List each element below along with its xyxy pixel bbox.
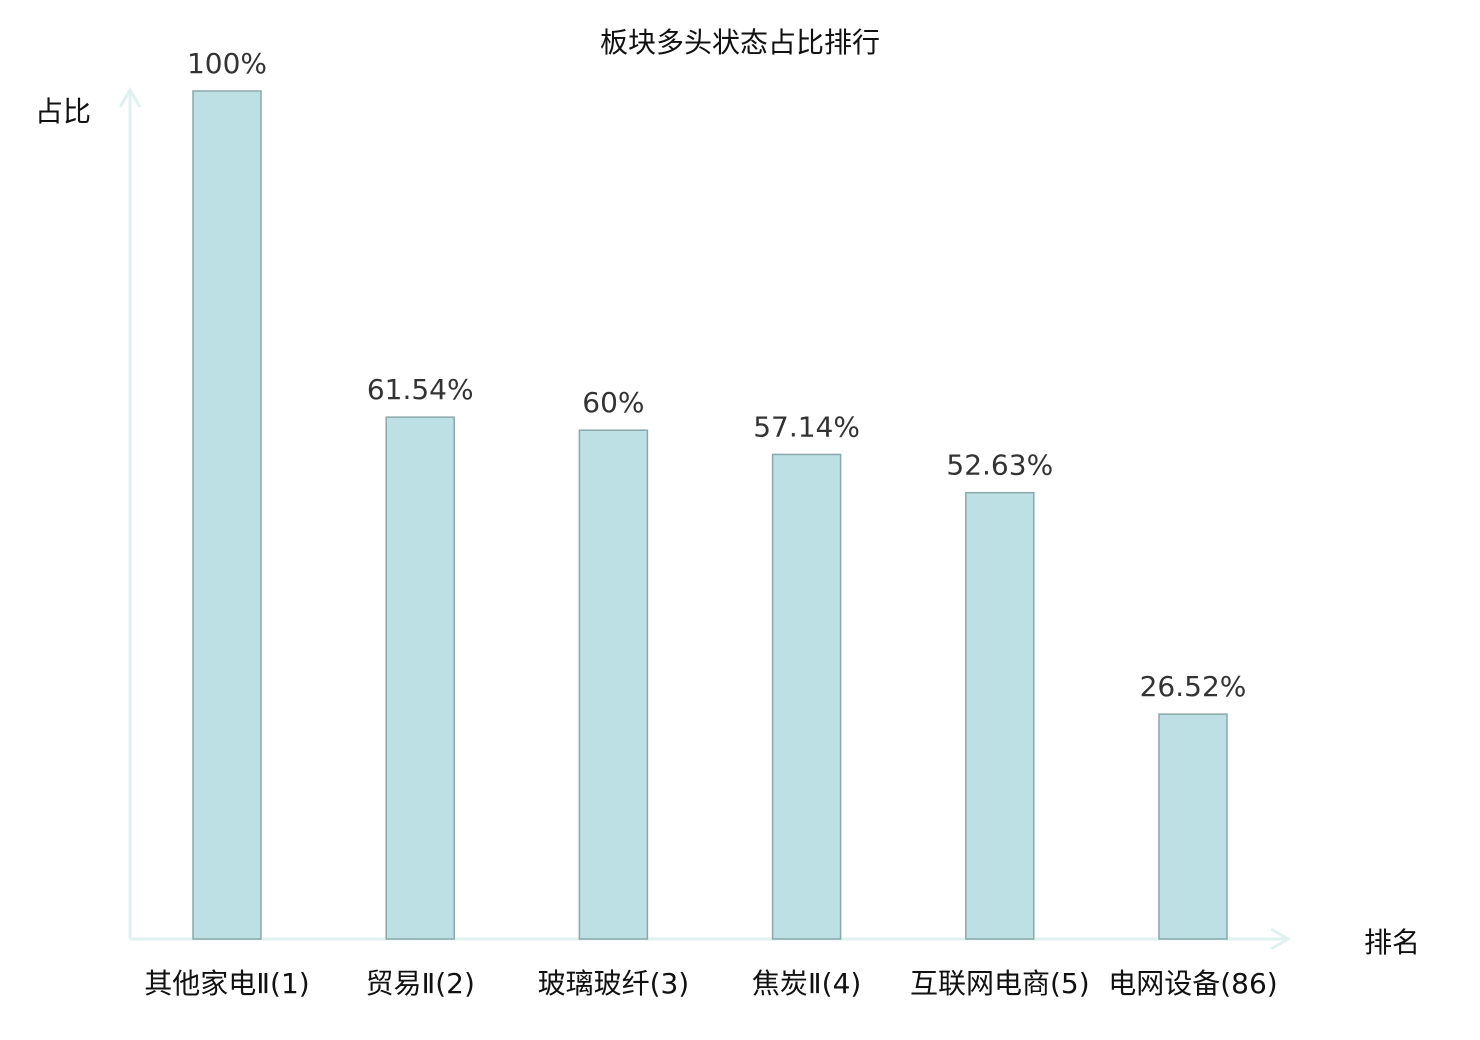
bar-4 (771, 453, 842, 940)
x-axis-label: 排名 (1364, 926, 1420, 959)
bar-2 (385, 416, 455, 940)
y-axis-arrow-icon (118, 87, 142, 108)
bar-1 (192, 90, 262, 940)
bar-5 (965, 491, 1035, 940)
data-label: 61.54% (367, 373, 474, 406)
x-tick-label: 玻璃玻纤(3) (538, 967, 690, 1000)
bar-6 (1158, 713, 1228, 940)
x-axis-arrow-icon (1270, 927, 1291, 951)
y-axis-label: 占比 (35, 95, 91, 128)
x-tick-label: 贸易Ⅱ(2) (365, 967, 474, 1000)
x-tick-label: 其他家电Ⅱ(1) (144, 967, 309, 1000)
x-tick-label: 互联网电商(5) (910, 967, 1090, 1000)
data-label: 60% (582, 386, 644, 419)
axes (118, 87, 1291, 951)
chart-title: 板块多头状态占比排行 (600, 26, 880, 59)
bar-3 (578, 429, 649, 940)
x-tick-label: 电网设备(86) (1108, 967, 1277, 1000)
data-label: 100% (187, 47, 267, 80)
data-label: 52.63% (946, 449, 1053, 482)
x-tick-label: 焦炭Ⅱ(4) (752, 967, 861, 1000)
data-label: 26.52% (1140, 670, 1247, 703)
data-label: 57.14% (753, 410, 860, 443)
